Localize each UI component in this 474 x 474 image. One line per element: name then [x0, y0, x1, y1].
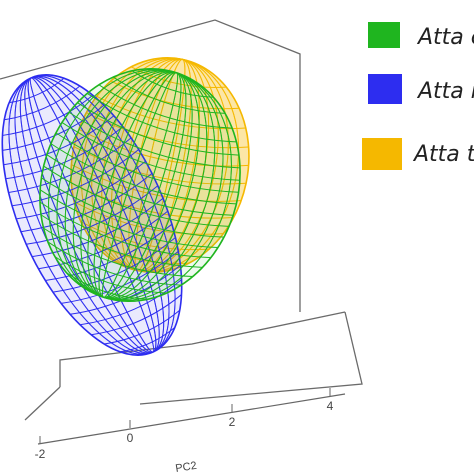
pc2-tick-label: 2	[229, 415, 236, 429]
ellipsoid-latitude-line	[73, 146, 247, 185]
box-frame	[0, 19, 363, 421]
ellipsoid-latitude-line	[112, 76, 226, 114]
ellipsoid-latitude-line	[68, 111, 241, 169]
ellipsoid-latitude-line	[9, 77, 65, 104]
ellipsoid-latitude-line	[4, 85, 81, 121]
ellipsoid-latitude-line	[131, 70, 214, 98]
ellipsoid-latitude-line	[80, 221, 210, 251]
ellipsoid-latitude-line	[31, 197, 164, 258]
ellipsoid-longitude-line	[48, 69, 232, 301]
ellipsoid-latitude-line	[39, 201, 211, 259]
ellipsoid-latitude-line	[91, 294, 182, 336]
ellipsoid-latitude-line	[71, 164, 242, 202]
legend-label-atta-r: Atta r	[418, 79, 474, 104]
ellipsoid-atta-c	[39, 67, 241, 303]
pc2-tick-label: -2	[35, 447, 46, 461]
box-back-edge	[0, 19, 301, 312]
box-side-edge	[59, 311, 346, 387]
ellipsoid-latitude-line	[104, 309, 181, 345]
pc2-tick-label: 4	[327, 399, 334, 413]
pc2-tick-label: 0	[127, 431, 134, 445]
legend-label-atta-c: Atta c	[418, 25, 474, 50]
ellipsoid-latitude-line	[41, 177, 225, 238]
ellipsoid-latitude-line	[8, 137, 132, 193]
legend-label-atta-te: Atta te	[414, 142, 474, 167]
box-axis-edge	[24, 386, 61, 421]
ellipsoid-longitude-line	[80, 57, 240, 273]
ellipsoid-latitude-line	[46, 154, 234, 216]
legend-swatch-atta-c	[368, 22, 400, 48]
ellipsoid-latitude-line	[80, 279, 182, 326]
box-floor-edge	[139, 311, 363, 405]
ellipsoid-latitude-line	[47, 241, 182, 286]
ellipsoid-latitude-line	[55, 132, 239, 193]
ellipsoid-latitude-line	[39, 189, 218, 249]
ellipsoid-latitude-line	[61, 122, 240, 181]
ellipsoid-latitude-line	[40, 214, 203, 268]
ellipsoid-latitude-line	[98, 84, 233, 129]
ellipsoid-latitude-line	[73, 201, 224, 235]
legend-swatch-atta-te	[362, 138, 402, 170]
ellipsoid-latitude-line	[12, 149, 139, 207]
ellipsoid-latitude-line	[5, 126, 124, 180]
ellipsoid-latitude-line	[50, 143, 237, 205]
ellipsoid-latitude-line	[45, 223, 173, 282]
ellipsoid-latitude-line	[77, 102, 239, 156]
pc2-ticks: -2 0 2 4	[35, 388, 334, 461]
pc2-axis	[37, 393, 346, 445]
pc2-axis-line	[37, 393, 346, 445]
ellipsoid-latitude-line	[20, 172, 153, 233]
legend-swatch-atta-r	[368, 74, 402, 104]
ellipsoid-latitude-line	[43, 165, 230, 227]
ellipsoid-latitude-line	[54, 256, 167, 294]
ellipsoid-latitude-line	[2, 94, 94, 136]
ellipsoid-layer	[1, 56, 250, 356]
ellipsoid-latitude-line	[87, 93, 237, 143]
pc2-axis-label: PC2	[175, 460, 198, 474]
ellipsoid-latitude-line	[26, 185, 159, 245]
